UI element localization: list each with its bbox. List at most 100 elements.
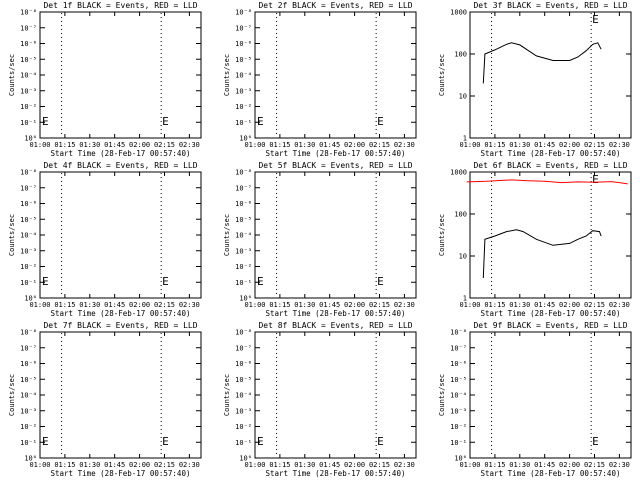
chart-panel: Det 3f BLACK = Events, RED = LLD 01:00 01:… xyxy=(438,1,632,158)
x-tick-label: 02:30 xyxy=(609,301,630,309)
x-tick-label: 01:45 xyxy=(104,461,125,469)
chart-title: Det 8f BLACK = Events, RED = LLD xyxy=(258,321,412,330)
y-axis-label: Counts/sec xyxy=(223,54,231,96)
chart-title: Det 5f BLACK = Events, RED = LLD xyxy=(258,161,412,170)
y-tick-label: 100 xyxy=(454,211,467,219)
y-tick-label: 10⁻² xyxy=(20,423,37,431)
y-tick-label: 10⁻⁵ xyxy=(235,376,252,384)
y-axis-label: Counts/sec xyxy=(8,214,16,256)
y-tick-label: 10⁻⁴ xyxy=(235,392,252,400)
events-series-line xyxy=(482,229,602,279)
x-axis-label: Start Time (28-Feb-17 00:57:40) xyxy=(266,309,406,318)
y-tick-label: 1000 xyxy=(450,169,467,177)
y-axis-label: Counts/sec xyxy=(438,214,446,256)
x-tick-label: 01:45 xyxy=(319,301,340,309)
y-axis-label: Counts/sec xyxy=(8,54,16,96)
y-tick-label: 10⁻⁶ xyxy=(20,200,37,208)
y-tick-label: 10⁻³ xyxy=(235,87,252,95)
plot-frame xyxy=(39,11,202,139)
y-tick-label: 10⁻⁷ xyxy=(20,344,37,352)
y-tick-label: 10⁰ xyxy=(24,455,37,463)
y-tick-label: 10⁻⁵ xyxy=(20,216,37,224)
y-tick-label: 10⁻² xyxy=(20,103,37,111)
x-tick-label: 02:15 xyxy=(154,301,175,309)
chart-title: Det 9f BLACK = Events, RED = LLD xyxy=(473,321,627,330)
x-tick-label: 01:00 xyxy=(459,301,480,309)
y-tick-label: 10⁻⁸ xyxy=(235,169,252,177)
x-tick-label: 01:00 xyxy=(29,301,50,309)
x-tick-label: 01:45 xyxy=(319,141,340,149)
x-tick-label: 02:00 xyxy=(344,461,365,469)
y-axis-label: Counts/sec xyxy=(438,54,446,96)
lld-series-line xyxy=(466,179,628,185)
y-tick-label: 10⁻² xyxy=(20,263,37,271)
event-marker: E xyxy=(257,115,264,128)
chart-panel: Det 6f BLACK = Events, RED = LLD 01:00 01:… xyxy=(438,161,632,318)
x-tick-label: 01:00 xyxy=(244,301,265,309)
x-axis-label: Start Time (28-Feb-17 00:57:40) xyxy=(266,149,406,158)
x-axis-label: Start Time (28-Feb-17 00:57:40) xyxy=(481,309,621,318)
y-tick-label: 10⁻⁵ xyxy=(20,56,37,64)
x-tick-label: 01:15 xyxy=(54,461,75,469)
y-tick-label: 10⁻⁷ xyxy=(20,184,37,192)
x-tick-label: 01:45 xyxy=(319,461,340,469)
event-marker: E xyxy=(42,275,49,288)
y-tick-label: 10⁻⁵ xyxy=(235,56,252,64)
y-tick-label: 10⁻⁷ xyxy=(450,344,467,352)
x-tick-label: 02:15 xyxy=(154,141,175,149)
y-tick-label: 10⁰ xyxy=(239,135,252,143)
y-tick-label: 10⁻⁶ xyxy=(20,40,37,48)
x-tick-label: 02:00 xyxy=(559,141,580,149)
x-tick-label: 02:30 xyxy=(394,301,415,309)
y-tick-label: 10⁻¹ xyxy=(235,119,252,127)
x-tick-label: 01:30 xyxy=(79,461,100,469)
x-tick-label: 02:15 xyxy=(369,141,390,149)
x-tick-label: 01:00 xyxy=(459,461,480,469)
x-axis-label: Start Time (28-Feb-17 00:57:40) xyxy=(266,469,406,478)
x-tick-label: 02:30 xyxy=(609,461,630,469)
plot-frame xyxy=(469,171,632,299)
y-tick-label: 10⁻³ xyxy=(20,247,37,255)
x-tick-label: 01:30 xyxy=(294,141,315,149)
y-tick-label: 10⁻⁵ xyxy=(235,216,252,224)
y-tick-label: 10⁻⁷ xyxy=(235,344,252,352)
y-tick-label: 10⁻³ xyxy=(450,407,467,415)
y-tick-label: 10⁻⁴ xyxy=(235,232,252,240)
y-tick-label: 10⁻⁴ xyxy=(235,72,252,80)
y-tick-label: 10⁻⁶ xyxy=(235,200,252,208)
x-axis-label: Start Time (28-Feb-17 00:57:40) xyxy=(481,149,621,158)
x-tick-label: 01:30 xyxy=(509,461,530,469)
y-tick-label: 10⁻³ xyxy=(235,407,252,415)
chart-panel: Det 4f BLACK = Events, RED = LLD 01:00 01:… xyxy=(8,161,202,318)
chart-title: Det 4f BLACK = Events, RED = LLD xyxy=(43,161,197,170)
x-tick-label: 02:00 xyxy=(344,301,365,309)
y-tick-label: 10 xyxy=(459,253,467,261)
x-tick-label: 01:00 xyxy=(29,461,50,469)
x-tick-label: 01:15 xyxy=(54,301,75,309)
x-tick-label: 01:45 xyxy=(104,141,125,149)
event-marker: E xyxy=(377,115,384,128)
y-tick-label: 10⁰ xyxy=(24,135,37,143)
y-tick-label: 10⁻⁷ xyxy=(235,184,252,192)
x-tick-label: 01:15 xyxy=(484,461,505,469)
y-tick-label: 10⁻² xyxy=(235,423,252,431)
x-tick-label: 02:00 xyxy=(559,301,580,309)
event-marker: E xyxy=(42,435,49,448)
x-tick-label: 02:15 xyxy=(584,141,605,149)
x-tick-label: 01:00 xyxy=(29,141,50,149)
y-axis-label: Counts/sec xyxy=(223,374,231,416)
x-tick-label: 01:30 xyxy=(294,301,315,309)
y-tick-label: 10⁻⁸ xyxy=(450,329,467,337)
x-tick-label: 02:15 xyxy=(584,301,605,309)
y-tick-label: 10⁻⁸ xyxy=(20,169,37,177)
y-tick-label: 10⁻⁶ xyxy=(450,360,467,368)
chart-panel: Det 8f BLACK = Events, RED = LLD 01:00 01:… xyxy=(223,321,417,478)
y-tick-label: 10⁻⁷ xyxy=(235,24,252,32)
plot-frame xyxy=(39,331,202,459)
event-marker: E xyxy=(592,435,599,448)
x-tick-label: 02:15 xyxy=(154,461,175,469)
y-tick-label: 10⁻¹ xyxy=(20,279,37,287)
chart-panel: Det 1f BLACK = Events, RED = LLD 01:00 01:… xyxy=(8,1,202,158)
chart-title: Det 1f BLACK = Events, RED = LLD xyxy=(43,1,197,10)
